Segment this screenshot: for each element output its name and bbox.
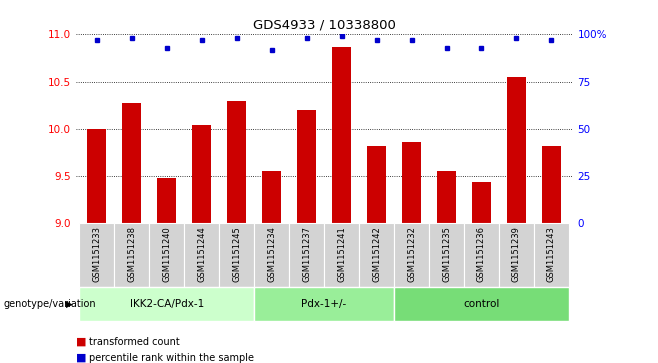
Text: GSM1151240: GSM1151240 xyxy=(162,226,171,282)
Bar xyxy=(437,171,456,223)
Bar xyxy=(262,171,281,223)
Bar xyxy=(394,287,569,321)
Bar xyxy=(254,287,394,321)
Text: ■: ■ xyxy=(76,352,86,363)
Bar xyxy=(367,146,386,223)
Text: GSM1151244: GSM1151244 xyxy=(197,226,206,282)
Bar xyxy=(332,47,351,223)
Bar xyxy=(499,223,534,287)
Bar xyxy=(79,287,254,321)
Text: ■: ■ xyxy=(76,337,86,347)
Bar xyxy=(542,146,561,223)
Bar xyxy=(464,223,499,287)
Text: GSM1151238: GSM1151238 xyxy=(127,226,136,282)
Text: GSM1151239: GSM1151239 xyxy=(512,226,521,282)
Bar xyxy=(324,223,359,287)
Bar xyxy=(79,223,114,287)
Text: IKK2-CA/Pdx-1: IKK2-CA/Pdx-1 xyxy=(130,299,204,309)
Text: GSM1151236: GSM1151236 xyxy=(477,226,486,282)
Text: GSM1151234: GSM1151234 xyxy=(267,226,276,282)
Bar xyxy=(87,129,107,223)
Bar xyxy=(157,178,176,223)
Text: control: control xyxy=(463,299,499,309)
Bar xyxy=(507,77,526,223)
Bar xyxy=(192,125,211,223)
Bar xyxy=(472,182,491,223)
Bar xyxy=(227,101,246,223)
Text: GSM1151235: GSM1151235 xyxy=(442,226,451,282)
Bar xyxy=(219,223,254,287)
Title: GDS4933 / 10338800: GDS4933 / 10338800 xyxy=(253,19,395,32)
Bar xyxy=(402,142,421,223)
Bar xyxy=(114,223,149,287)
Bar xyxy=(359,223,394,287)
Text: Pdx-1+/-: Pdx-1+/- xyxy=(301,299,347,309)
Bar xyxy=(429,223,464,287)
Bar xyxy=(289,223,324,287)
Bar xyxy=(297,110,316,223)
Text: GSM1151237: GSM1151237 xyxy=(302,226,311,282)
Bar xyxy=(394,223,429,287)
Text: genotype/variation: genotype/variation xyxy=(3,299,96,309)
Text: GSM1151241: GSM1151241 xyxy=(337,226,346,282)
Bar xyxy=(254,223,289,287)
Text: transformed count: transformed count xyxy=(89,337,180,347)
Bar xyxy=(149,223,184,287)
Text: GSM1151245: GSM1151245 xyxy=(232,226,241,282)
Bar xyxy=(534,223,569,287)
Text: GSM1151243: GSM1151243 xyxy=(547,226,556,282)
Text: ▶: ▶ xyxy=(66,299,72,309)
Text: percentile rank within the sample: percentile rank within the sample xyxy=(89,352,254,363)
Text: GSM1151233: GSM1151233 xyxy=(92,226,101,282)
Bar xyxy=(184,223,219,287)
Bar xyxy=(122,103,141,223)
Text: GSM1151232: GSM1151232 xyxy=(407,226,416,282)
Text: GSM1151242: GSM1151242 xyxy=(372,226,381,282)
